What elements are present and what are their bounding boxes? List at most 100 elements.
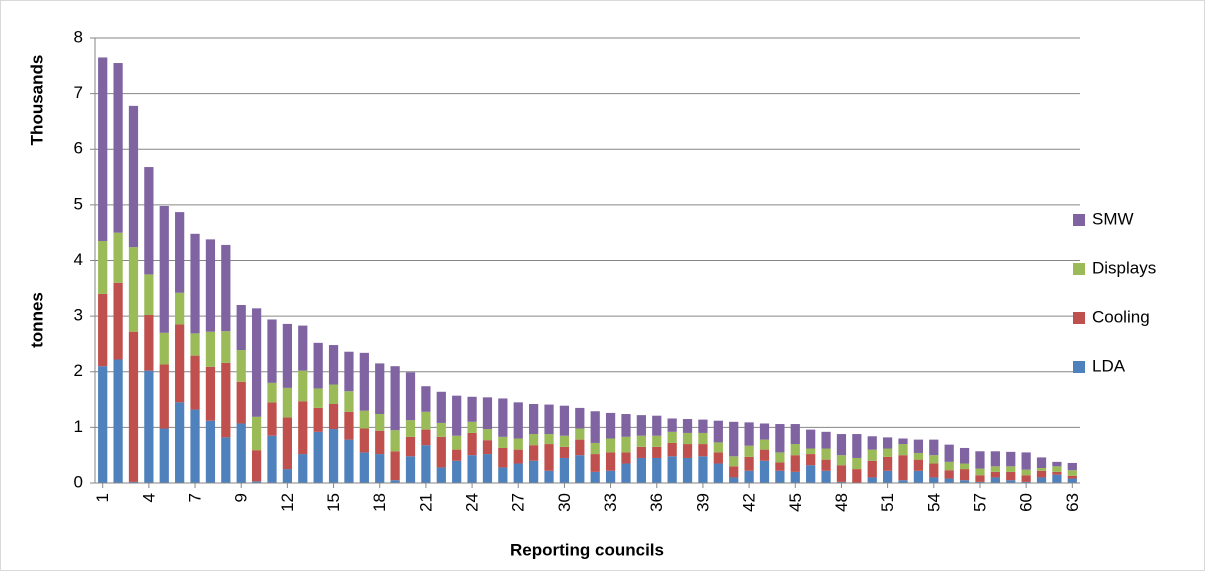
bar-segment (575, 455, 585, 483)
bar-segment (375, 414, 385, 431)
bar-segment (590, 411, 600, 443)
bar-segment (698, 456, 708, 483)
bar-segment (975, 468, 985, 476)
bar-segment (436, 422, 446, 437)
bar-segment (190, 409, 200, 483)
bar-segment (636, 457, 646, 483)
bar-segment (1006, 471, 1016, 481)
bar-segment (667, 418, 677, 432)
bar-segment (1006, 466, 1016, 472)
bar-segment (713, 463, 723, 483)
bar-segment (251, 416, 262, 451)
bar-segment (282, 417, 292, 470)
bar-segment (267, 435, 277, 483)
x-tick-label: 48 (832, 493, 851, 512)
bar-segment (744, 422, 754, 446)
legend-swatch (1073, 312, 1085, 324)
bar-segment (205, 239, 216, 332)
bar-segment (590, 442, 600, 455)
bar-segment (990, 451, 1000, 467)
bar-segment (113, 282, 123, 360)
bar-segment (205, 331, 216, 367)
bar-segment (144, 274, 154, 316)
bar-segment (1052, 466, 1062, 472)
bar-segment (698, 419, 708, 433)
bar-segment (421, 411, 431, 430)
bar-segment (482, 397, 493, 430)
bar-segment (605, 452, 616, 471)
bar-segment (498, 398, 508, 437)
bar-segment (836, 465, 847, 482)
bar-segment (436, 436, 446, 468)
bar-segment (267, 402, 277, 436)
bar-segment (913, 459, 924, 471)
bar-segment (328, 404, 339, 430)
legend-swatch (1073, 214, 1085, 226)
bar-segment (559, 405, 570, 436)
bar-segment (159, 364, 169, 429)
bar-segment (913, 452, 924, 460)
bar-segment (1052, 461, 1062, 467)
legend-label: Cooling (1092, 307, 1150, 326)
bar-segment (452, 435, 462, 450)
bar-segment (590, 471, 600, 483)
bar-segment (251, 481, 262, 483)
bar-segment (1052, 474, 1062, 483)
bar-segment (513, 449, 523, 464)
bar-segment (667, 442, 677, 457)
legend-swatch (1073, 361, 1085, 373)
bar-segment (1067, 470, 1077, 476)
x-tick-label: 4 (139, 493, 158, 502)
bar-segment (452, 395, 462, 436)
bar-segment (883, 456, 893, 471)
bar-segment (236, 305, 246, 351)
bar-segment (975, 451, 985, 469)
bar-segment (806, 454, 816, 466)
bar-segment (452, 449, 462, 461)
bar-segment (359, 410, 369, 429)
bar-segment (482, 440, 493, 455)
bar-segment (236, 381, 246, 424)
bar-segment (1036, 477, 1047, 483)
bar-segment (282, 323, 292, 388)
bar-segment (590, 454, 600, 472)
x-tick-label: 24 (463, 493, 482, 512)
bar-segment (1006, 451, 1016, 467)
bar-segment (652, 435, 662, 447)
bar-segment (913, 470, 924, 483)
bar-segment (175, 324, 185, 403)
bar-segment (544, 404, 554, 435)
bar-segment (175, 402, 185, 483)
bar-segment (267, 382, 277, 403)
bar-segment (559, 435, 570, 447)
bar-segment (113, 63, 123, 233)
bar-segment (759, 449, 770, 461)
bar-segment (852, 434, 862, 458)
bar-segment (128, 481, 139, 483)
bar-segment (682, 432, 693, 445)
bar-segment (313, 342, 323, 389)
x-tick-label: 42 (740, 493, 759, 512)
bar-segment (513, 463, 523, 483)
y-tick-label: 0 (74, 472, 83, 491)
bar-segment (390, 366, 400, 431)
bar-segment (267, 319, 277, 383)
bar-segment (205, 366, 216, 421)
bar-segment (405, 420, 416, 437)
bar-segment (821, 448, 831, 460)
bar-segment (405, 456, 416, 483)
bar-segment (436, 467, 446, 483)
bar-segment (867, 449, 877, 461)
y-tick-label: 4 (74, 250, 83, 269)
bar-segment (883, 437, 893, 449)
bar-segment (975, 481, 985, 483)
bar-segment (605, 412, 616, 439)
bar-segment (836, 481, 847, 483)
bar-segment (190, 355, 200, 410)
bar-segment (236, 423, 246, 483)
bar-segment (621, 463, 631, 483)
bar-segment (929, 477, 939, 483)
bar-segment (529, 404, 539, 435)
bar-segment (975, 475, 985, 482)
